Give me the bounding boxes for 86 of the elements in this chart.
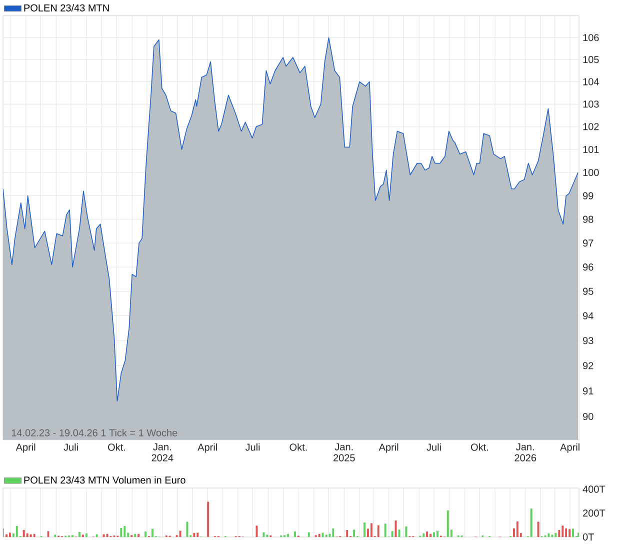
y-tick-label: 91 xyxy=(583,387,594,394)
bar xyxy=(562,526,564,537)
x-tick-label: April xyxy=(16,443,36,453)
bar xyxy=(78,532,80,537)
bar xyxy=(554,533,557,537)
bar xyxy=(332,528,334,537)
annotation: 14.02.23 - 19.04.26 1 Tick = 1 Woche xyxy=(12,428,178,436)
bar xyxy=(565,528,568,537)
bar xyxy=(30,534,32,537)
y-tick-label: 98 xyxy=(583,216,594,223)
y-tick-label: 95 xyxy=(583,288,594,295)
bar xyxy=(179,530,182,537)
bar xyxy=(346,530,348,537)
bar xyxy=(151,528,154,537)
bar xyxy=(262,532,265,537)
bar xyxy=(196,532,199,537)
y-tick-label: 99 xyxy=(583,192,594,200)
y-tick-label: 101 xyxy=(583,146,599,154)
bar xyxy=(391,531,394,537)
bar xyxy=(16,526,18,537)
x-tick-label: Okt. xyxy=(471,443,488,451)
y-tick-label: 93 xyxy=(583,337,594,344)
bar xyxy=(398,530,400,537)
bar xyxy=(353,530,356,537)
bar xyxy=(578,532,580,537)
bar xyxy=(22,530,25,537)
legend-label: POLEN 23/43 MTN Volumen in Euro xyxy=(24,476,186,484)
bar xyxy=(568,529,571,537)
x-tick-label: April xyxy=(378,443,398,453)
y-tick-label: 97 xyxy=(583,240,594,247)
bar xyxy=(5,534,8,537)
bar xyxy=(124,526,126,537)
bar xyxy=(134,534,136,537)
legend-label: POLEN 23/43 MTN xyxy=(24,4,109,12)
bar xyxy=(537,522,540,537)
bar xyxy=(516,521,518,537)
bar xyxy=(436,530,438,537)
x-tick-label: Okt. xyxy=(108,443,125,451)
y-tick-label: 102 xyxy=(583,123,599,130)
bar xyxy=(102,534,105,537)
bar xyxy=(8,532,11,537)
y-tick-label: 105 xyxy=(583,56,599,64)
bar xyxy=(193,533,196,537)
bar xyxy=(433,532,436,537)
bar xyxy=(430,534,432,537)
bar xyxy=(370,523,372,537)
y-tick-label: 106 xyxy=(583,34,599,42)
y-tick-label: 103 xyxy=(583,100,599,108)
y-tick-label: 200T xyxy=(583,510,606,517)
bar xyxy=(530,508,532,537)
y-tick-label: 104 xyxy=(583,78,599,86)
x-tick-label: Juli xyxy=(426,443,441,451)
bar xyxy=(33,534,36,537)
bar xyxy=(256,526,258,537)
x-tick-label: Jan. 2025 xyxy=(334,443,355,462)
y-tick-label: 92 xyxy=(583,362,594,370)
x-tick-label: April xyxy=(560,443,580,453)
y-tick-label: 94 xyxy=(583,312,594,320)
x-tick-label: April xyxy=(198,443,217,453)
y-tick-label: 100 xyxy=(583,168,599,176)
bar xyxy=(572,528,574,537)
bar xyxy=(120,528,122,537)
bar xyxy=(548,533,550,537)
bar xyxy=(287,534,290,537)
bar xyxy=(405,526,408,537)
bar xyxy=(394,520,397,537)
bar xyxy=(322,532,324,537)
y-tick-label: 0T xyxy=(582,533,594,541)
bar xyxy=(207,502,210,537)
x-tick-label: Juli xyxy=(64,443,78,451)
bar xyxy=(85,533,88,537)
y-tick-label: 96 xyxy=(583,264,594,271)
bar xyxy=(26,533,28,537)
bar xyxy=(294,532,296,537)
bar xyxy=(96,534,98,537)
bar xyxy=(186,522,188,537)
x-tick-label: Okt. xyxy=(290,443,307,451)
y-tick-label: 90 xyxy=(583,412,594,420)
x-tick-label: Juli xyxy=(245,443,260,451)
x-tick-label: Jan. 2024 xyxy=(152,443,174,462)
x-tick-label: Jan. 2026 xyxy=(514,443,536,462)
bar xyxy=(426,532,428,537)
bar xyxy=(363,522,366,537)
bar xyxy=(144,532,147,537)
y-tick-label: 400T xyxy=(582,486,606,493)
bar xyxy=(318,534,320,537)
